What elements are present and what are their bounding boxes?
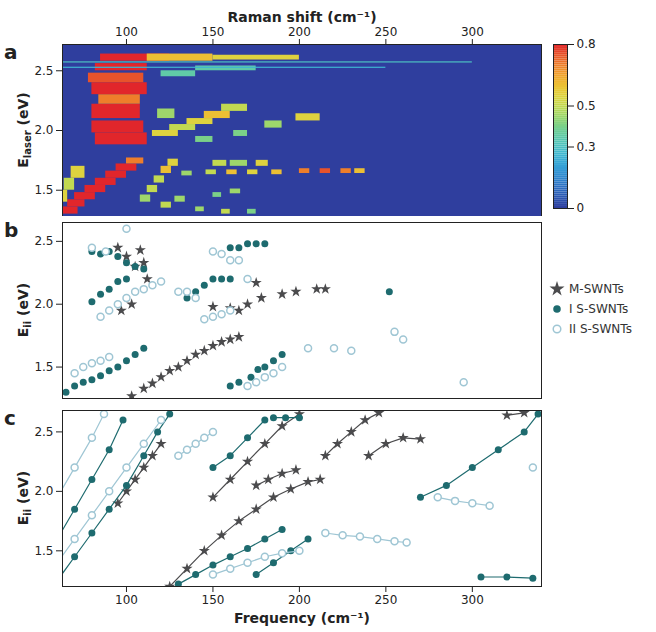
svg-text:1.5: 1.5: [34, 544, 53, 558]
html-text:(eV): (eV): [14, 282, 31, 321]
html-text:E: E: [14, 327, 31, 338]
svg-text:250: 250: [374, 25, 397, 39]
svg-text:2.0: 2.0: [34, 297, 53, 311]
html-text:(eV): (eV): [14, 92, 31, 131]
html-text:ii: ii: [22, 508, 34, 516]
svg-text:2.0: 2.0: [34, 484, 53, 498]
svg-text:2.5: 2.5: [34, 234, 53, 248]
svg-text:100: 100: [115, 25, 138, 39]
svg-text:2.5: 2.5: [34, 64, 53, 78]
svg-text:1.5: 1.5: [34, 360, 53, 374]
svg-text:Raman shift (cm⁻¹): Raman shift (cm⁻¹): [227, 9, 376, 25]
svg-text:2.0: 2.0: [34, 123, 53, 137]
svg-text:200: 200: [288, 593, 311, 607]
svg-text:300: 300: [461, 593, 484, 607]
html-text:laser: laser: [22, 130, 34, 159]
svg-text:150: 150: [201, 25, 224, 39]
svg-text:2.5: 2.5: [34, 425, 53, 439]
html-text:E: E: [14, 515, 31, 526]
svg-text:250: 250: [374, 593, 397, 607]
svg-text:0: 0: [577, 201, 585, 215]
svg-text:0.5: 0.5: [577, 99, 596, 113]
html-text:M-SWNTs: M-SWNTs: [569, 282, 624, 296]
svg-text:100: 100: [115, 593, 138, 607]
html-text:(eV): (eV): [14, 470, 31, 509]
html-text:c: c: [4, 406, 16, 430]
svg-text:200: 200: [288, 25, 311, 39]
html-text:I S-SWNTs: I S-SWNTs: [569, 302, 629, 316]
svg-text:0.8: 0.8: [577, 37, 596, 51]
svg-text:150: 150: [201, 593, 224, 607]
html-text:II S-SWNTs: II S-SWNTs: [569, 322, 632, 336]
html-text:E: E: [14, 158, 31, 168]
html-text:a: a: [4, 40, 18, 64]
svg-text:0.3: 0.3: [577, 140, 596, 154]
svg-text:Frequency (cm⁻¹): Frequency (cm⁻¹): [234, 610, 370, 626]
svg-text:1.5: 1.5: [34, 183, 53, 197]
svg-text:300: 300: [461, 25, 484, 39]
html-text:b: b: [4, 218, 19, 242]
html-text:ii: ii: [22, 320, 34, 328]
